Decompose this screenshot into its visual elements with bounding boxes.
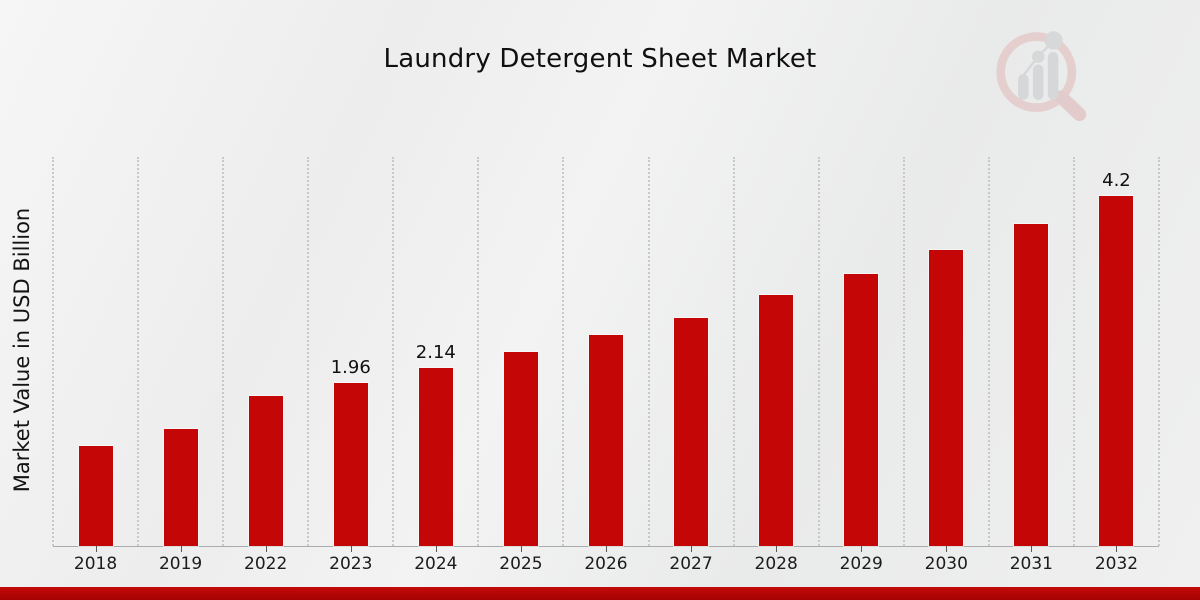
chart-title: Laundry Detergent Sheet Market (383, 44, 817, 74)
magnifier-bar-chart-logo-icon (996, 31, 1087, 122)
bar-2028 (759, 295, 794, 546)
gridline (1158, 157, 1160, 546)
footer-accent-bar (0, 587, 1200, 600)
x-axis-tick (1031, 546, 1033, 552)
gridline (817, 157, 820, 546)
bar-value-label-2032: 4.2 (1102, 170, 1131, 192)
x-axis-label-2023: 2023 (329, 554, 373, 574)
x-axis-tick (350, 546, 352, 552)
x-axis-tick (265, 546, 267, 552)
x-axis-tick (861, 546, 863, 552)
gridline (307, 157, 310, 546)
x-axis-label-2031: 2031 (1009, 554, 1053, 574)
bar-2026 (589, 335, 623, 546)
x-axis-label-2028: 2028 (754, 554, 798, 574)
gridline (222, 157, 225, 546)
x-axis-tick (435, 546, 437, 552)
x-axis-label-2032: 2032 (1094, 554, 1139, 574)
x-axis-tick (691, 546, 693, 552)
x-axis-tick (520, 546, 522, 552)
x-axis-tick (606, 546, 607, 552)
bar-2029 (844, 273, 879, 546)
x-axis-tick (95, 546, 97, 552)
x-axis-tick (180, 546, 182, 552)
gridline (1072, 157, 1075, 546)
gridline (52, 157, 54, 546)
bar-2031 (1014, 224, 1049, 546)
x-axis-label-2018: 2018 (73, 554, 118, 574)
y-axis-label: Market Value in USD Billion (10, 207, 34, 493)
bar-2023 (333, 382, 368, 546)
bar-2025 (503, 351, 538, 546)
x-axis-label-2027: 2027 (669, 554, 713, 574)
bar-2022 (248, 396, 283, 546)
bar-2032 (1099, 196, 1134, 546)
gridline (477, 157, 480, 546)
x-axis-label-2030: 2030 (924, 554, 968, 574)
bar-2027 (674, 317, 709, 546)
gridline (137, 157, 140, 546)
x-axis: 2018 2019 2022 2023 2024 2025 2026 2027 2028 2029… (53, 546, 1159, 580)
gridline (987, 157, 990, 546)
gridline (732, 157, 735, 546)
bar-value-label-2023: 1.96 (330, 356, 371, 378)
bar-2019 (163, 429, 198, 546)
bar-value-label-2024: 2.14 (415, 341, 456, 363)
gridline (902, 157, 905, 546)
gridline (647, 157, 650, 546)
bar-2030 (929, 250, 964, 546)
x-axis-tick (946, 546, 948, 552)
plot-area: 1.96 2.14 4.2 (52, 157, 1160, 547)
bar-2018 (78, 446, 113, 546)
bar-2024 (418, 367, 453, 546)
gridline (562, 157, 565, 546)
x-axis-label-2025: 2025 (499, 554, 543, 574)
x-axis-tick (1116, 546, 1118, 552)
x-axis-label-2026: 2026 (584, 554, 628, 574)
x-axis-label-2019: 2019 (158, 554, 203, 574)
x-axis-label-2022: 2022 (244, 554, 288, 574)
x-axis-label-2024: 2024 (414, 554, 458, 574)
gridline (392, 157, 395, 546)
x-axis-label-2029: 2029 (839, 554, 883, 574)
x-axis-tick (776, 546, 778, 552)
